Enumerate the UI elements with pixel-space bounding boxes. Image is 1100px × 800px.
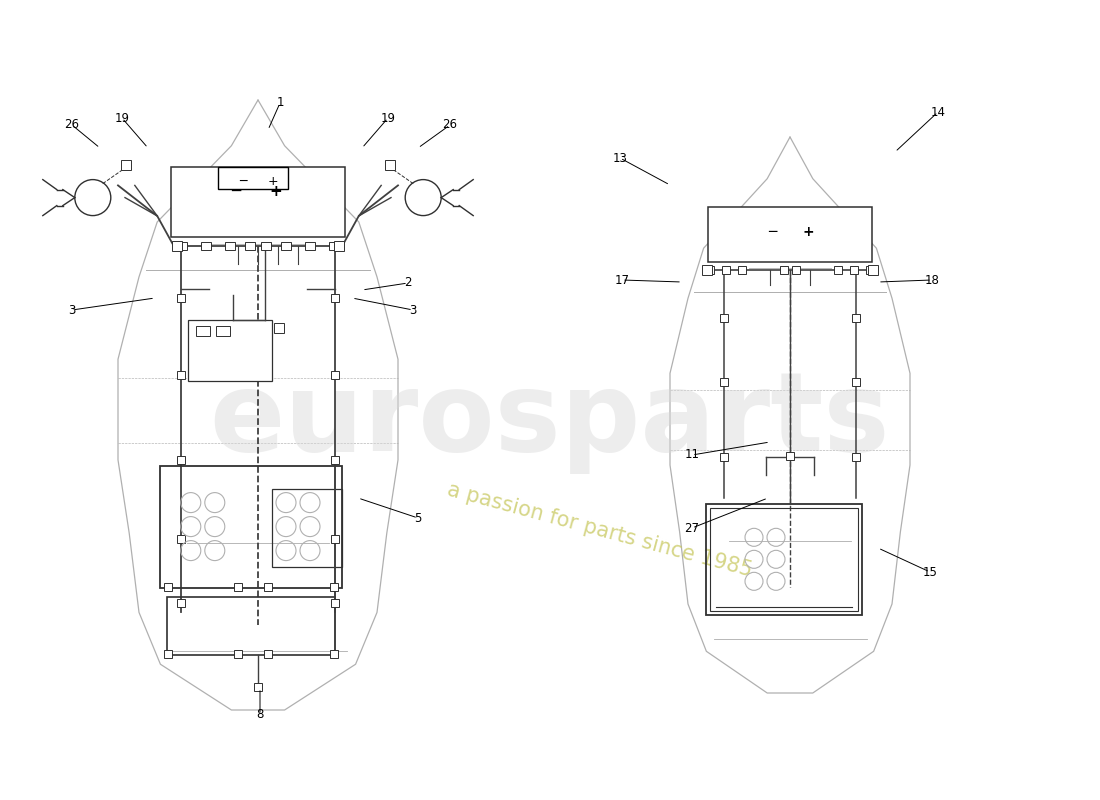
Text: 14: 14 — [931, 106, 946, 118]
Bar — [280, 242, 292, 250]
Bar — [196, 326, 210, 336]
Bar — [264, 583, 272, 591]
Bar — [254, 682, 262, 690]
Bar — [245, 242, 255, 250]
Text: 26: 26 — [442, 118, 458, 131]
Text: +: + — [802, 225, 814, 238]
Bar — [331, 456, 339, 464]
Bar — [780, 266, 788, 274]
Bar — [330, 650, 338, 658]
Bar — [177, 456, 185, 464]
Bar — [738, 266, 746, 274]
Text: 3: 3 — [409, 303, 417, 317]
Text: 19: 19 — [114, 111, 130, 125]
Bar — [792, 266, 800, 274]
Bar — [702, 266, 712, 275]
Text: ─: ─ — [768, 225, 777, 238]
Bar — [708, 206, 871, 262]
Bar — [226, 242, 235, 250]
Bar — [835, 266, 843, 274]
Bar — [329, 242, 339, 250]
Bar — [188, 319, 272, 381]
Bar — [852, 314, 860, 322]
Bar — [216, 326, 230, 336]
Bar — [330, 583, 338, 591]
Bar — [160, 466, 342, 588]
Text: eurosparts: eurosparts — [210, 366, 890, 474]
Text: +: + — [267, 174, 278, 188]
Text: +: + — [270, 184, 283, 199]
Bar — [385, 160, 395, 170]
Bar — [167, 597, 336, 655]
Bar — [720, 378, 728, 386]
Text: 2: 2 — [405, 277, 411, 290]
Text: ─: ─ — [240, 174, 246, 188]
Text: 5: 5 — [415, 511, 421, 525]
Bar — [177, 370, 185, 378]
Bar — [177, 242, 187, 250]
Bar — [786, 452, 794, 460]
Bar — [177, 599, 185, 607]
Bar — [706, 504, 862, 615]
Bar — [172, 242, 182, 251]
Bar — [261, 242, 271, 250]
Bar — [868, 266, 879, 275]
Bar — [720, 314, 728, 322]
Bar — [334, 242, 344, 251]
Bar — [331, 294, 339, 302]
Bar — [177, 294, 185, 302]
Text: a passion for parts since 1985: a passion for parts since 1985 — [446, 479, 755, 581]
Bar — [710, 508, 858, 611]
Text: 8: 8 — [256, 709, 264, 722]
Bar — [201, 242, 211, 250]
Text: 13: 13 — [613, 151, 627, 165]
Text: 27: 27 — [684, 522, 700, 534]
Text: 17: 17 — [615, 274, 629, 286]
Bar — [177, 535, 185, 543]
Bar — [705, 266, 714, 274]
Bar — [722, 266, 729, 274]
Bar — [305, 242, 315, 250]
Bar — [121, 160, 131, 170]
Bar — [172, 167, 344, 238]
Bar — [331, 370, 339, 378]
Bar — [234, 583, 242, 591]
Text: 15: 15 — [923, 566, 937, 578]
Bar — [218, 167, 288, 189]
Bar — [852, 453, 860, 461]
Text: ─: ─ — [231, 184, 241, 199]
Bar — [850, 266, 858, 274]
Bar — [164, 650, 172, 658]
Bar — [272, 489, 342, 566]
Text: 18: 18 — [925, 274, 939, 286]
Text: 11: 11 — [684, 449, 700, 462]
Bar — [331, 599, 339, 607]
Text: 26: 26 — [65, 118, 79, 131]
Bar — [234, 650, 242, 658]
Bar — [264, 650, 272, 658]
Text: 1: 1 — [276, 97, 284, 110]
Bar — [867, 266, 875, 274]
Bar — [164, 583, 172, 591]
Text: 19: 19 — [381, 111, 396, 125]
Bar — [852, 378, 860, 386]
Bar — [274, 322, 284, 333]
Bar — [331, 535, 339, 543]
Text: 3: 3 — [68, 303, 76, 317]
Bar — [720, 453, 728, 461]
